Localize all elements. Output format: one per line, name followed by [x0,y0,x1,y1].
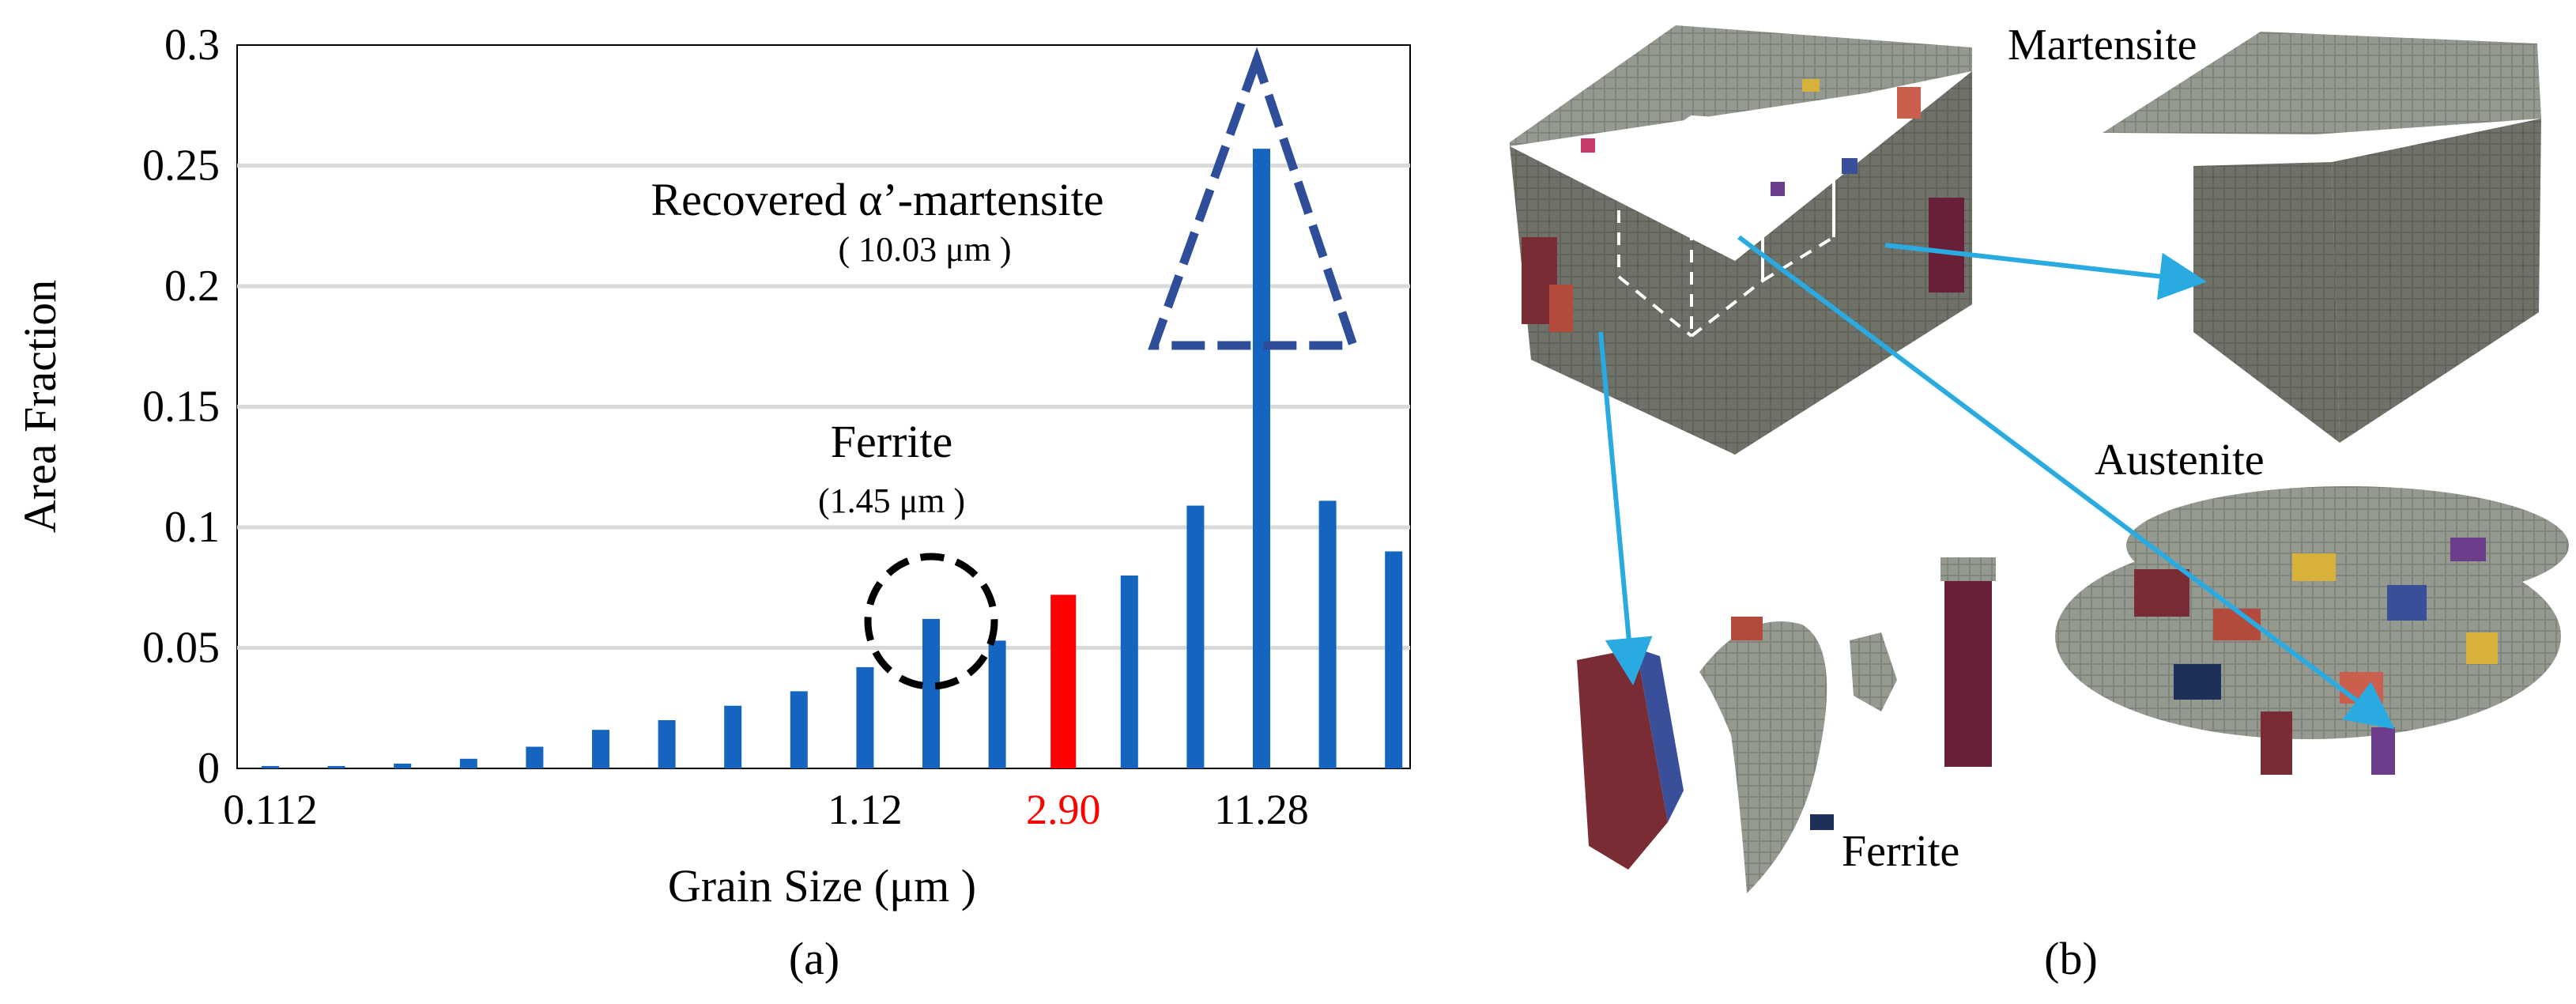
grain-patch [1771,182,1785,196]
grain-patch [1802,79,1820,92]
arrow-to-austenite [1737,235,2395,730]
x-tick-labels: 0.112 1.12 2.90 11.28 [223,786,1309,833]
martensite-dashed-triangle [1148,47,1360,350]
grain-patch [2261,711,2292,775]
y-tick-label: 0.1 [164,503,220,552]
panel-a-label: (a) [789,933,839,984]
grain-patch [2466,632,2498,664]
grain-patch [2387,585,2427,621]
grain-patch [1731,617,1763,640]
y-tick-label: 0.2 [164,262,220,311]
bar-5 [592,730,609,768]
y-tick-label: 0 [198,744,220,793]
annotation-ferrite-label: Ferrite [831,416,953,467]
bar-1 [327,765,345,768]
bar-6 [658,720,676,768]
y-tick-label: 0.15 [142,383,220,432]
bar-0 [262,765,279,768]
x-tick-label: 1.12 [828,786,903,833]
austenite-render: Austenite [2055,436,2569,775]
ferrite-fragment-pillar-top [1940,557,1996,581]
bar-4 [526,746,544,768]
bars [262,149,1403,768]
grain-patch [1929,198,1964,293]
bar-14 [1186,505,1205,768]
bar-2 [394,763,412,768]
martensite-side [2332,119,2541,443]
ferrite-dashed-circle [864,553,998,690]
martensite-render: Martensite [2008,21,2541,443]
ferrite-fragment-left [1577,648,1668,870]
bar-chart-panel: 0 0.05 0.1 0.15 0.2 0.25 0.3 0.112 1.12 2.90 11.2… [14,21,1411,984]
specimen-block [1510,25,1972,455]
grain-patch [2340,672,2383,704]
martensite-top [2103,32,2541,134]
ferrite-label: Ferrite [1842,827,1959,876]
austenite-top [2126,486,2569,605]
grain-patch [2450,538,2486,561]
specimen-block-top [1510,25,1972,146]
x-axis-label: Grain Size (μm ) [668,860,976,912]
grain-patch [1549,285,1573,332]
martensite-label: Martensite [2008,21,2197,70]
annotation-martensite-label: Recovered α’-martensite [651,174,1103,225]
martensite-front [2193,162,2340,443]
specimen-block-front [1510,146,1735,455]
grain-patch [1842,158,1858,174]
bar-13 [1120,576,1138,768]
grid-lines [237,164,1410,650]
bar-16 [1318,500,1337,768]
y-tick-label: 0.3 [164,21,220,70]
arrow-to-martensite [1884,243,2207,300]
grain-patch [1581,138,1595,153]
specimen-block-side [1735,71,1972,455]
austenite-label: Austenite [2095,436,2265,485]
bar-11 [988,640,1006,768]
y-tick-labels: 0 0.05 0.1 0.15 0.2 0.25 0.3 [142,21,220,793]
y-tick-label: 0.25 [142,142,220,191]
ferrite-fragment-left-side [1636,648,1684,822]
annotation-ferrite-size: (1.45 μm ) [818,481,965,520]
ferrite-fragment-small [1850,632,1897,711]
y-tick-label: 0.05 [142,624,220,673]
grain-patch [1810,814,1834,830]
ferrite-fragment-pillar [1944,569,1992,767]
ferrite-render: Ferrite [1577,557,1996,893]
bar-7 [724,705,742,768]
grain-patch [1897,87,1921,119]
y-axis-label: Area Fraction [14,280,66,533]
grain-patch [2134,569,2189,617]
annotation-martensite: Recovered α’-martensite ( 10.03 μm ) [651,47,1360,350]
bar-15 [1253,149,1270,768]
grain-patch [2371,727,2395,775]
bar-10 [922,618,940,768]
x-tick-label: 11.28 [1214,786,1309,833]
x-tick-label: 0.112 [223,786,318,833]
grain-patch [2292,553,2336,581]
arrow-to-ferrite [1598,331,1653,685]
x-tick-label: 2.90 [1026,786,1101,833]
annotation-ferrite: Ferrite (1.45 μm ) [818,416,998,690]
bar-9 [856,666,874,768]
bar-3 [459,758,477,768]
panel-b-label: (b) [2044,933,2098,984]
bar-17 [1385,551,1403,768]
bar-8 [790,691,808,768]
selection-cube-wireframe [1614,115,1839,338]
ferrite-fragment-arch [1699,621,1827,893]
grain-patch [2174,664,2221,700]
annotation-martensite-size: ( 10.03 μm ) [838,230,1011,269]
microstructure-3d-panel: Martensite Austenite [1510,21,2569,984]
callout-arrows [1598,235,2395,730]
bar-12 [1050,594,1077,768]
